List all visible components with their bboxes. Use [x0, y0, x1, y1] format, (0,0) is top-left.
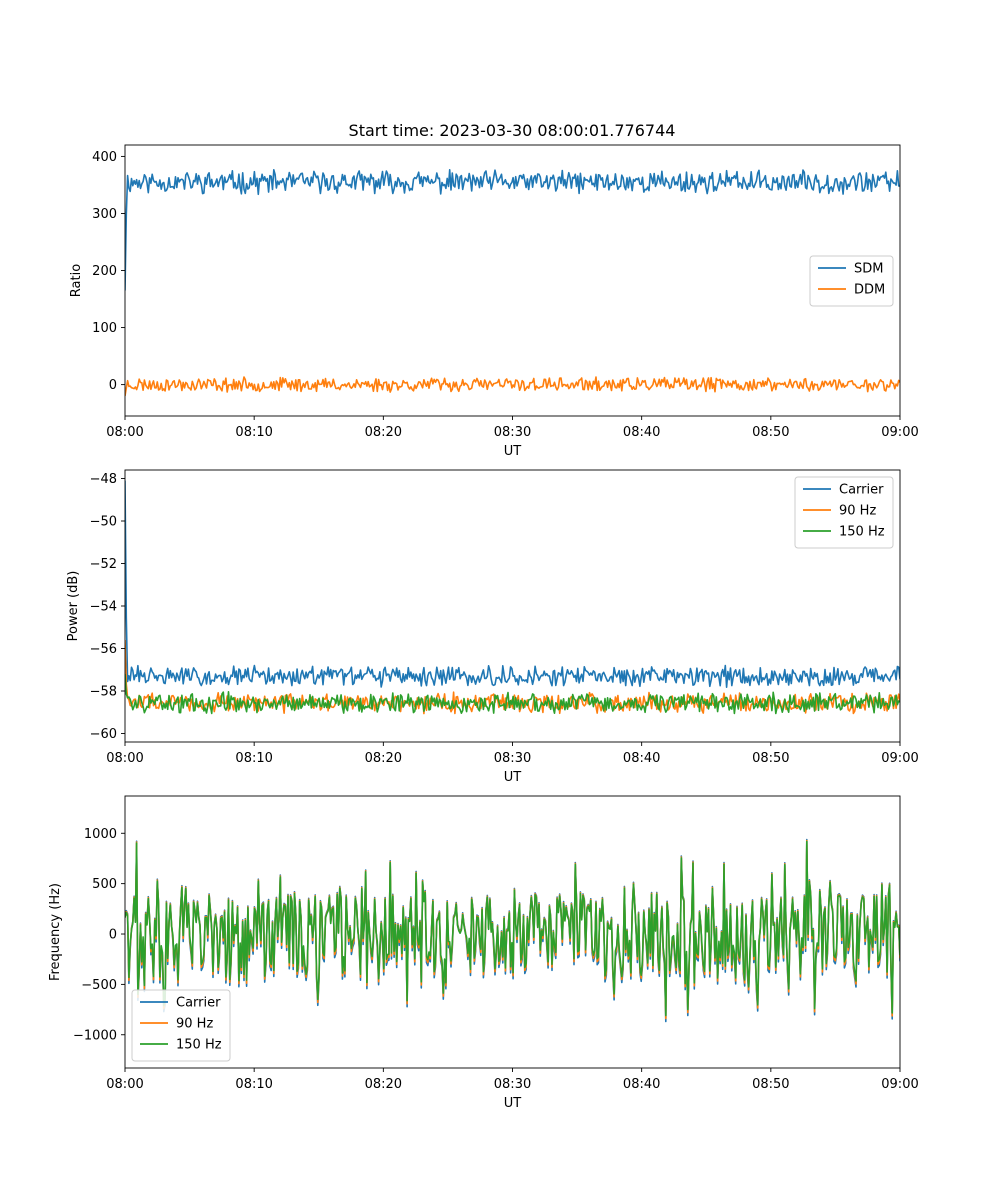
x-tick-label: 08:10	[235, 751, 272, 766]
chart-panel-2: 08:00 08:10 08:20 08:30 08:40 08:50 09:00 −60 −5…	[66, 469, 919, 785]
x-tick-label: 08:30	[494, 425, 531, 440]
legend-label: 90 Hz	[176, 1017, 213, 1032]
x-tick-label: 09:00	[881, 751, 918, 766]
x-tick-label: 09:00	[881, 425, 918, 440]
y-axis-label: Power (dB)	[66, 571, 81, 642]
y-tick-label: 1000	[84, 827, 117, 842]
plot-area	[125, 838, 900, 1023]
y-axis-label: Frequency (Hz)	[48, 883, 63, 981]
y-tick-label: −48	[90, 472, 117, 487]
y-tick-label: −50	[90, 515, 117, 530]
y-tick-label: −500	[81, 978, 117, 993]
y-tick-label: 100	[92, 321, 117, 336]
plot-area	[125, 169, 900, 397]
series-line-sdm	[125, 169, 900, 291]
series-line-carrier	[125, 480, 900, 689]
legend-label: DDM	[854, 283, 885, 298]
series-line-150-hz	[125, 840, 900, 1017]
y-tick-label: 400	[92, 150, 117, 165]
y-tick-label: −1000	[73, 1028, 117, 1043]
y-tick-label: −60	[90, 727, 117, 742]
legend: Carrier 90 Hz 150 Hz	[794, 476, 894, 549]
y-tick-label: 300	[92, 207, 117, 222]
legend-label: Carrier	[176, 996, 221, 1011]
legend: SDM DDM	[809, 255, 894, 307]
x-tick-label: 08:30	[494, 751, 531, 766]
legend-label: Carrier	[839, 483, 884, 498]
x-tick-label: 08:20	[365, 1077, 402, 1092]
y-tick-label: −56	[90, 642, 117, 657]
chart-panel-3: 08:00 08:10 08:20 08:30 08:40 08:50 09:00 −1000…	[48, 795, 919, 1111]
plot-area	[125, 480, 900, 715]
x-tick-label: 08:40	[623, 1077, 660, 1092]
x-tick-label: 08:20	[365, 751, 402, 766]
x-tick-label: 08:10	[235, 425, 272, 440]
y-tick-label: 0	[109, 378, 117, 393]
x-tick-label: 08:00	[106, 1077, 143, 1092]
x-axis-label: UT	[504, 444, 522, 459]
y-tick-label: −58	[90, 685, 117, 700]
figure-title: Start time: 2023-03-30 08:00:01.776744	[349, 121, 676, 140]
x-tick-label: 09:00	[881, 1077, 918, 1092]
y-tick-label: 200	[92, 264, 117, 279]
y-tick-label: −52	[90, 557, 117, 572]
legend-label: 150 Hz	[176, 1038, 222, 1053]
legend-label: SDM	[854, 262, 883, 277]
x-tick-label: 08:30	[494, 1077, 531, 1092]
x-tick-label: 08:50	[752, 425, 789, 440]
x-tick-label: 08:40	[623, 751, 660, 766]
x-tick-label: 08:50	[752, 1077, 789, 1092]
y-tick-label: −54	[90, 600, 117, 615]
x-tick-label: 08:40	[623, 425, 660, 440]
y-axis-label: Ratio	[69, 264, 84, 297]
x-tick-label: 08:20	[365, 425, 402, 440]
series-line-150-hz	[125, 673, 900, 715]
legend-label: 90 Hz	[839, 504, 876, 519]
x-tick-label: 08:00	[106, 751, 143, 766]
y-tick-label: 0	[109, 928, 117, 943]
x-axis-label: UT	[504, 770, 522, 785]
legend: Carrier 90 Hz 150 Hz	[131, 989, 231, 1062]
series-line-ddm	[125, 376, 900, 397]
legend-label: 150 Hz	[839, 525, 885, 540]
x-tick-label: 08:50	[752, 751, 789, 766]
y-tick-label: 500	[92, 877, 117, 892]
x-tick-label: 08:00	[106, 425, 143, 440]
chart-panel-1: 08:00 08:10 08:20 08:30 08:40 08:50 09:00 0 100 2…	[69, 144, 919, 459]
x-axis-label: UT	[504, 1096, 522, 1111]
x-tick-label: 08:10	[235, 1077, 272, 1092]
